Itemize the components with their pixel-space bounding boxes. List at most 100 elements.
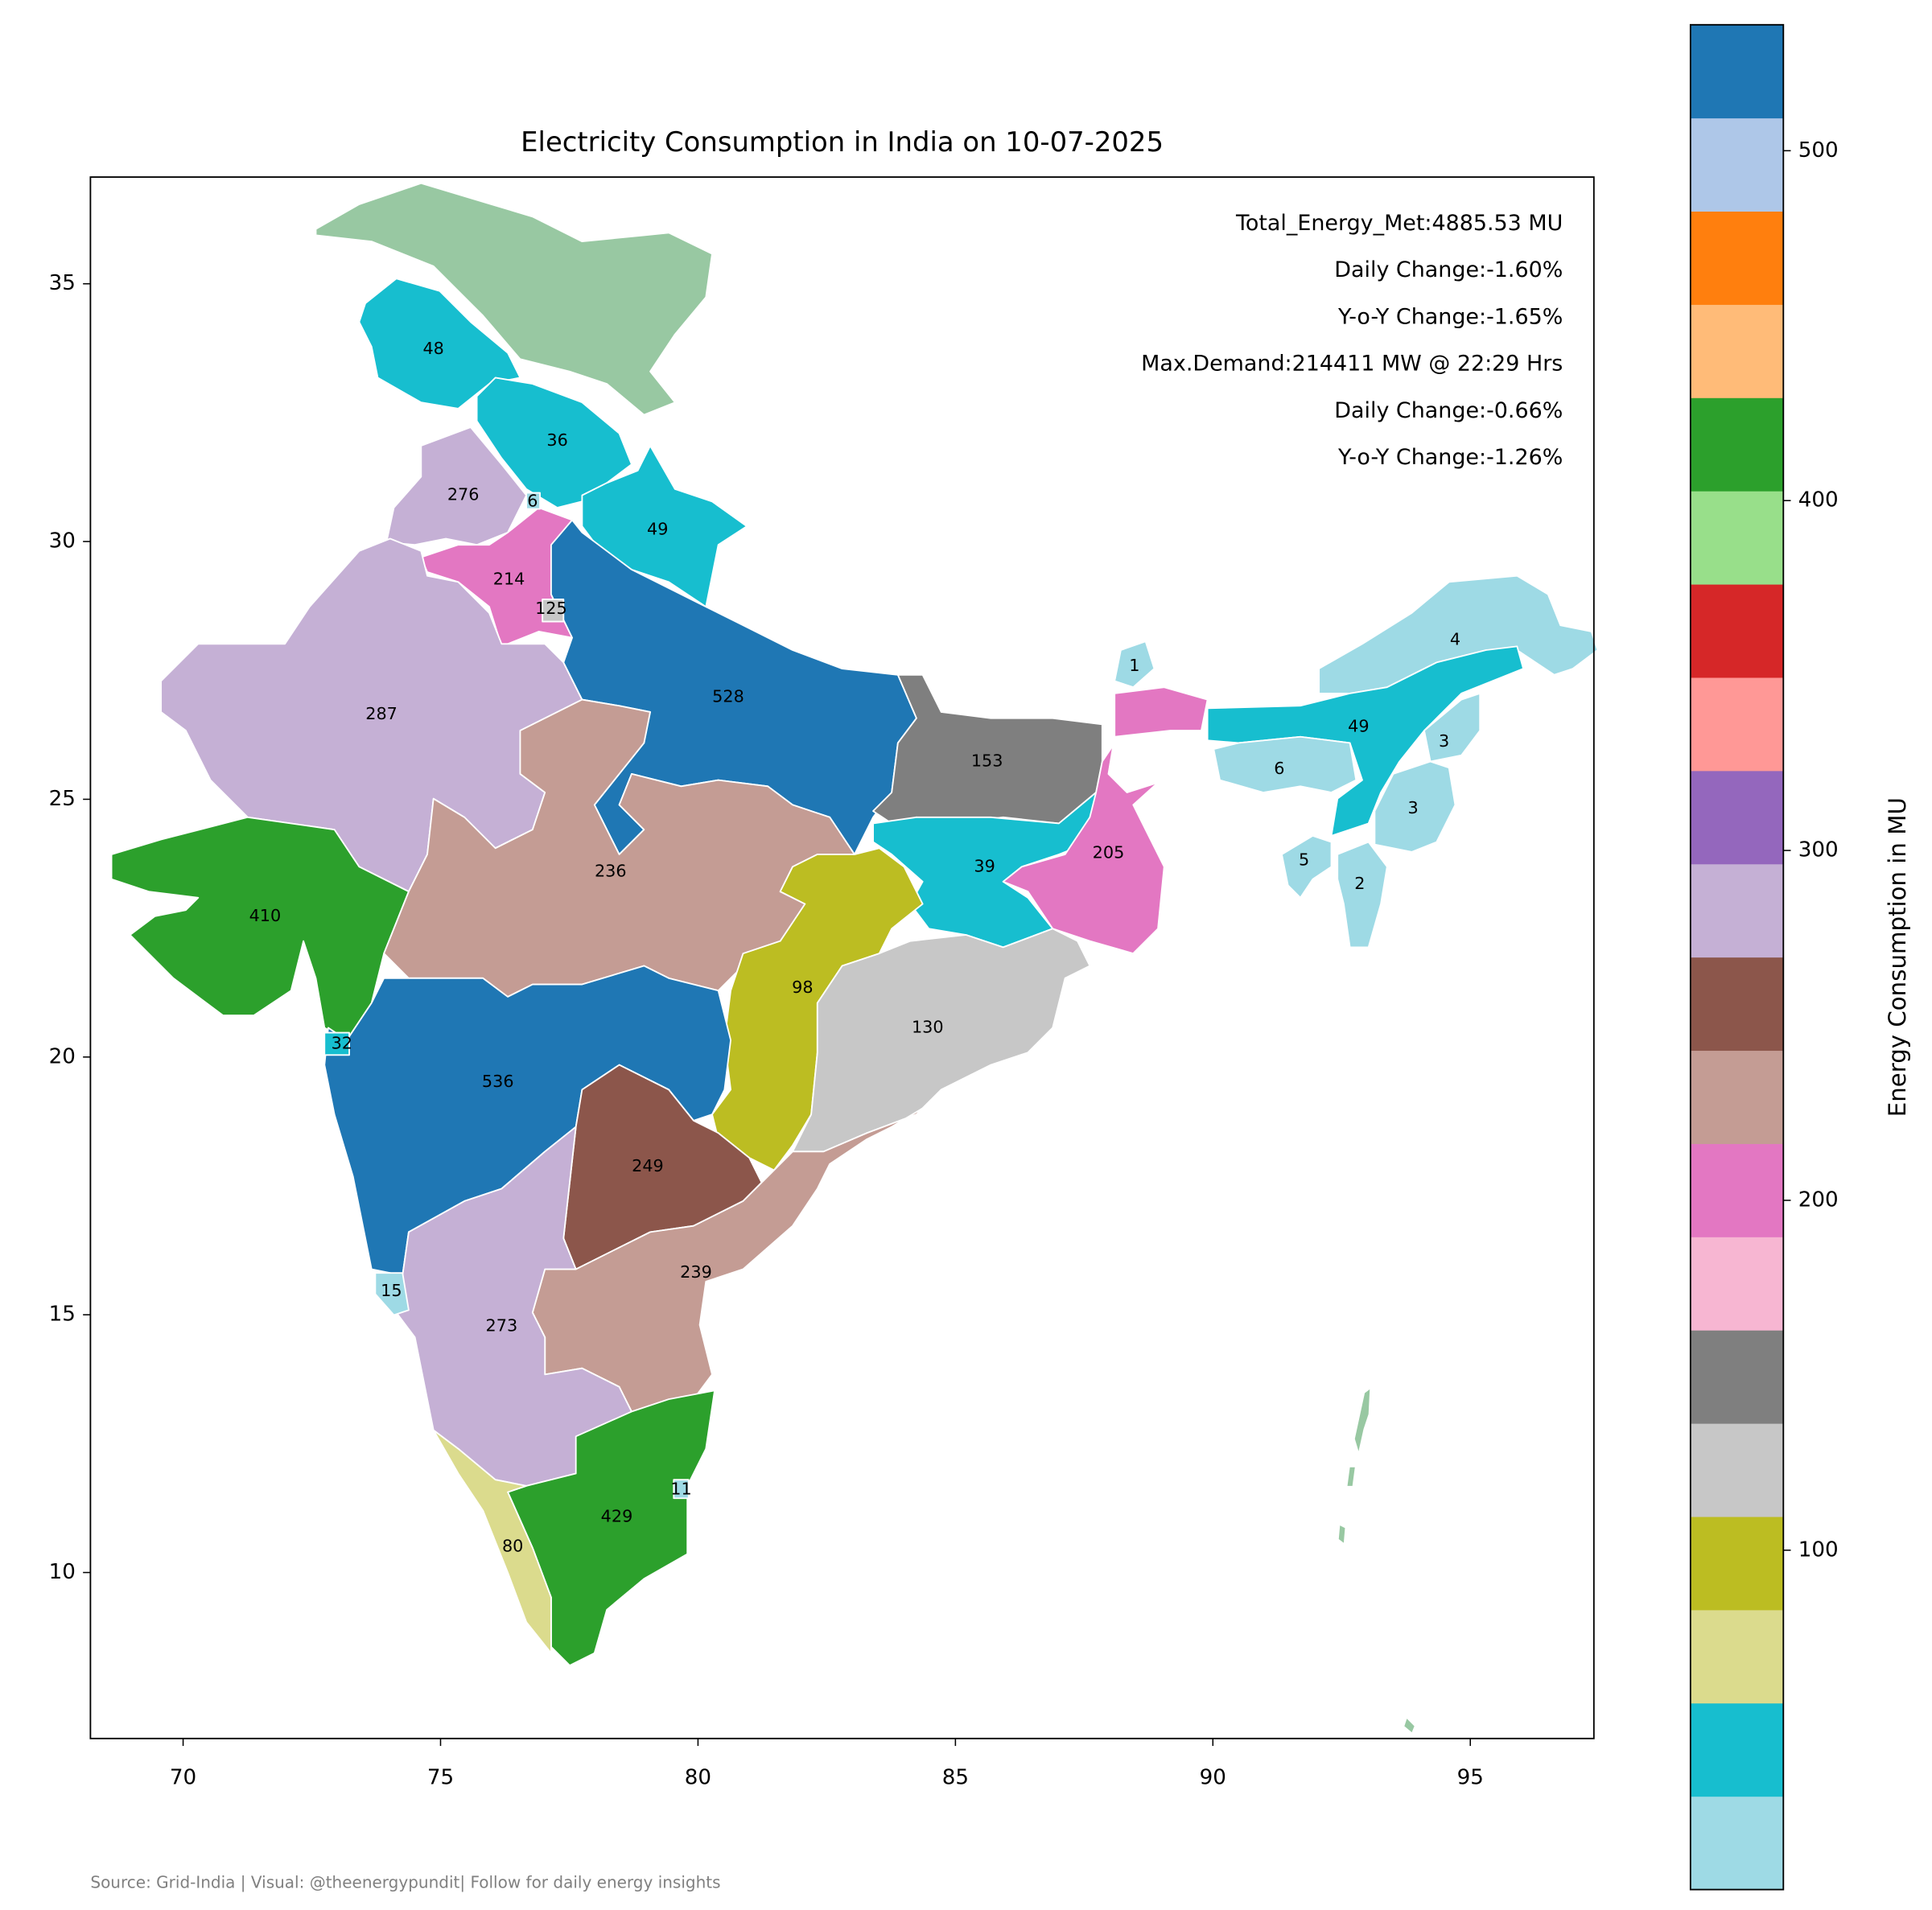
region-label: 287 [365,704,398,723]
x-tick-label: 95 [1457,1766,1484,1790]
region-label: 536 [482,1072,514,1091]
region-label: 276 [447,485,480,504]
colorbar-bin [1690,491,1784,585]
region-label: 49 [647,520,668,539]
colorbar-bin [1690,304,1784,398]
annotation: Daily Change:-1.60% [1334,257,1563,282]
x-tick-label: 90 [1200,1766,1226,1790]
region [542,598,565,623]
region-label: 410 [249,906,282,925]
region-label: 80 [502,1536,523,1555]
region-label: 3 [1407,798,1418,817]
region-label: 3 [1439,731,1449,751]
region [1114,640,1155,689]
colorbar-tick-label: 400 [1798,488,1839,512]
x-tick-label: 80 [685,1766,711,1790]
region-label: 153 [971,751,1003,771]
region [1281,834,1333,899]
colorbar-bin [1690,770,1784,865]
colorbar-label: Energy Consumption in MU [1884,797,1911,1117]
colorbar-bin [1690,863,1784,958]
region-label: 214 [493,569,525,588]
y-tick-label: 20 [49,1044,76,1068]
region-label: 528 [712,686,744,706]
colorbar-bin [1690,1517,1784,1611]
region [673,1479,690,1500]
colorbar: 100 200 300 400 500 [1689,23,1839,1891]
map [110,182,1599,1733]
colorbar-bin [1690,24,1784,119]
region-label: 36 [546,430,567,450]
colorbar-bin [1690,1609,1784,1704]
colorbar-bin [1690,1796,1784,1891]
region-label: 4 [1450,630,1460,649]
region-label: 98 [792,978,813,997]
colorbar-bin [1690,1330,1784,1424]
region-label: 49 [1348,716,1369,735]
region-label: 15 [381,1281,402,1300]
source-note: Source: Grid-India | Visual: @theenergyp… [90,1872,720,1891]
colorbar-bin [1690,211,1784,305]
colorbar-bin [1690,1050,1784,1144]
chart-title: Electricity Consumption in India on 10-0… [521,126,1164,158]
colorbar-tick-label: 300 [1798,838,1839,862]
x-tick-label: 70 [170,1766,196,1790]
annotation: Total_Energy_Met:4885.53 MU [1235,211,1563,236]
region-label: 1 [1129,656,1139,675]
region-label: 205 [1093,842,1125,862]
region-label: 2 [1354,874,1365,893]
region-label: 429 [601,1506,633,1525]
y-tick-label: 10 [49,1560,76,1584]
region-label: 39 [974,856,995,875]
region [1337,841,1388,949]
y-tick-label: 30 [49,529,76,554]
x-tick-label: 75 [427,1766,454,1790]
region-label: 130 [912,1017,944,1036]
region-label: 11 [670,1479,691,1498]
colorbar-bin [1690,1237,1784,1331]
region [1374,760,1456,853]
colorbar-bin [1690,584,1784,678]
colorbar-frame [1689,23,1785,1891]
region-label: 125 [535,599,567,618]
colorbar-bin [1690,117,1784,212]
x-tick-label: 85 [942,1766,969,1790]
annotation: Max.Demand:214411 MW @ 22:29 Hrs [1141,352,1563,377]
annotation: Y-o-Y Change:-1.26% [1337,445,1563,470]
y-tick-label: 15 [49,1303,76,1327]
region-unlabeled [315,182,713,416]
region [385,426,528,546]
region [374,1272,410,1316]
y-tick-label: 25 [49,787,76,811]
region [792,928,1091,1153]
region [323,1031,350,1056]
region-label: 6 [527,491,538,510]
y-tick-label: 35 [49,271,76,295]
colorbar-tick-label: 100 [1798,1537,1839,1562]
colorbar-bin [1690,957,1784,1052]
region-label: 236 [595,861,627,880]
region-label: 249 [632,1156,664,1175]
colorbar-tick-label: 200 [1798,1188,1839,1212]
colorbar-tick-label: 500 [1798,138,1839,163]
colorbar-bin [1690,1702,1784,1797]
colorbar-bin [1690,397,1784,492]
region-label: 239 [680,1262,712,1282]
axes-frame [89,176,1595,1739]
annotation: Daily Change:-0.66% [1334,398,1563,423]
region [872,792,1106,949]
region-label: 6 [1274,759,1284,778]
colorbar-bin [1690,1143,1784,1237]
colorbar-bin [1690,1423,1784,1517]
region-label: 32 [332,1033,352,1052]
region-label: 5 [1299,850,1309,870]
region [1002,686,1209,954]
annotation: Y-o-Y Change:-1.65% [1337,304,1563,329]
region [110,816,410,1041]
colorbar-bin [1690,677,1784,772]
region [525,492,541,510]
region-label: 273 [486,1315,518,1335]
region [1213,735,1357,793]
region-label: 48 [422,339,443,358]
